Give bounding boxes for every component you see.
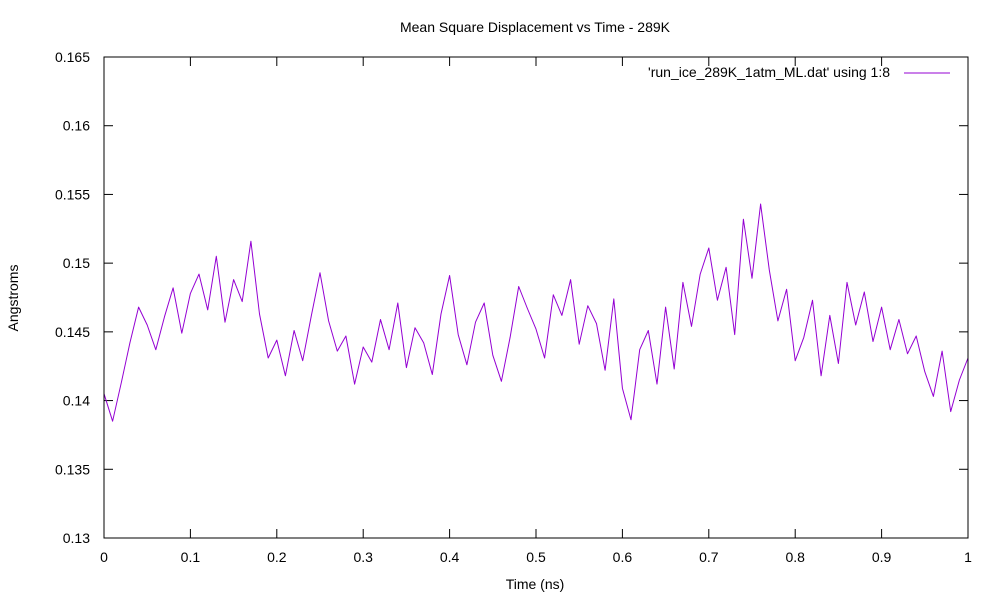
x-tick-label: 0.4 <box>440 549 460 565</box>
y-tick-label: 0.165 <box>55 49 90 65</box>
y-tick-label: 0.13 <box>63 530 90 546</box>
series-layer <box>103 203 969 422</box>
x-tick-label: 0.1 <box>181 549 201 565</box>
y-tick-label: 0.14 <box>63 393 90 409</box>
legend: 'run_ice_289K_1atm_ML.dat' using 1:8 <box>648 64 950 80</box>
x-tick-label: 0.2 <box>267 549 287 565</box>
y-tick-label: 0.15 <box>63 255 90 271</box>
y-tick-label: 0.155 <box>55 186 90 202</box>
plot-frame <box>103 56 969 539</box>
x-tick-label: 0.3 <box>353 549 373 565</box>
y-tick-label: 0.16 <box>63 118 90 134</box>
legend-label: 'run_ice_289K_1atm_ML.dat' using 1:8 <box>648 64 890 80</box>
y-axis-label: Angstroms <box>5 265 21 332</box>
x-tick-label: 1 <box>964 549 972 565</box>
x-axis-ticks: 0 0.1 0.2 0.3 0.4 0.5 0.6 0.7 0.8 0.9 1 <box>100 57 972 565</box>
y-tick-label: 0.135 <box>55 461 90 477</box>
x-tick-label: 0.9 <box>872 549 892 565</box>
chart-title: Mean Square Displacement vs Time - 289K <box>400 19 671 35</box>
x-tick-label: 0.7 <box>699 549 719 565</box>
x-axis-label: Time (ns) <box>506 576 565 592</box>
x-tick-label: 0 <box>100 549 108 565</box>
x-tick-label: 0.5 <box>526 549 546 565</box>
x-tick-label: 0.6 <box>613 549 633 565</box>
series-line-0 <box>103 203 969 422</box>
x-tick-label: 0.8 <box>785 549 805 565</box>
y-axis-ticks: 0.13 0.135 0.14 0.145 0.15 0.155 0.16 0.165 <box>55 49 968 546</box>
y-tick-label: 0.145 <box>55 324 90 340</box>
